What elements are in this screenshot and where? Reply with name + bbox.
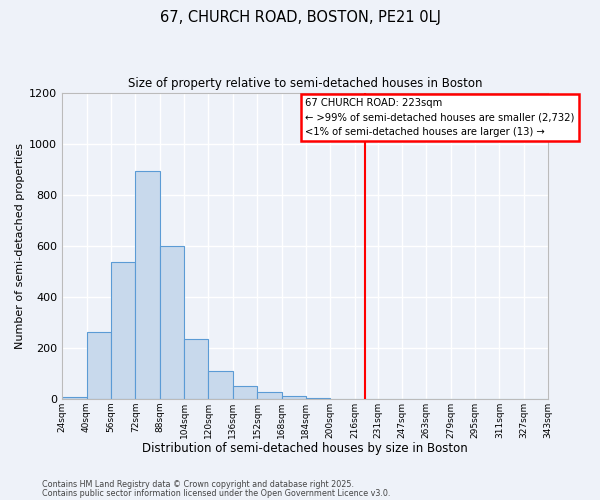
Bar xyxy=(233,386,257,398)
Text: Contains HM Land Registry data © Crown copyright and database right 2025.: Contains HM Land Registry data © Crown c… xyxy=(42,480,354,489)
Bar xyxy=(160,246,184,398)
Bar xyxy=(135,171,160,398)
Bar xyxy=(281,396,306,398)
Text: 67, CHURCH ROAD, BOSTON, PE21 0LJ: 67, CHURCH ROAD, BOSTON, PE21 0LJ xyxy=(160,10,440,25)
Bar xyxy=(86,332,111,398)
Y-axis label: Number of semi-detached properties: Number of semi-detached properties xyxy=(15,143,25,349)
Text: 67 CHURCH ROAD: 223sqm
← >99% of semi-detached houses are smaller (2,732)
<1% of: 67 CHURCH ROAD: 223sqm ← >99% of semi-de… xyxy=(305,98,575,137)
Title: Size of property relative to semi-detached houses in Boston: Size of property relative to semi-detach… xyxy=(128,78,482,90)
Bar xyxy=(184,339,208,398)
Bar xyxy=(111,262,135,398)
Text: Contains public sector information licensed under the Open Government Licence v3: Contains public sector information licen… xyxy=(42,490,391,498)
Bar xyxy=(257,392,281,398)
X-axis label: Distribution of semi-detached houses by size in Boston: Distribution of semi-detached houses by … xyxy=(142,442,468,455)
Bar xyxy=(208,372,233,398)
